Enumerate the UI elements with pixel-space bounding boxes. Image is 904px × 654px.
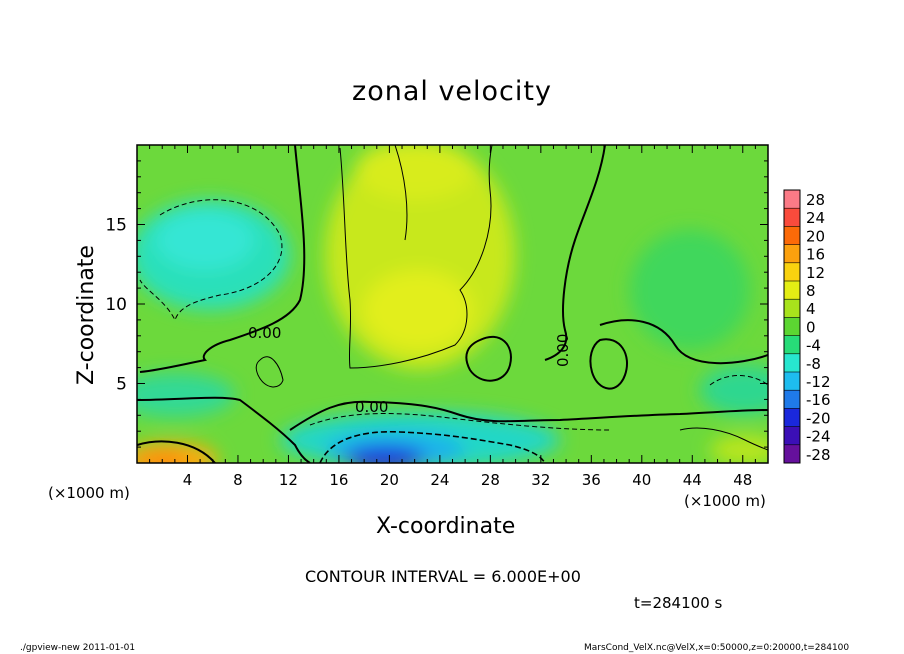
colorbar-label: -20 (806, 409, 831, 427)
x-axis-label: X-coordinate (376, 514, 516, 539)
colorbar-label: 12 (806, 264, 825, 282)
contour-interval-label: CONTOUR INTERVAL = 6.000E+00 (305, 567, 581, 586)
field-bottom-negative-core (345, 446, 425, 463)
x-tick-label: 44 (683, 471, 702, 489)
colorbar-swatch (784, 335, 800, 354)
colorbar-swatch (784, 281, 800, 300)
contour-zero-loop-28 (465, 335, 512, 382)
x-tick-label: 16 (329, 471, 348, 489)
colorbar-swatch (784, 353, 800, 372)
colorbar-swatch (784, 190, 800, 209)
colorbar-label: 24 (806, 209, 825, 227)
field-central-positive-core (363, 270, 473, 350)
field-right-upper-negative (630, 230, 750, 350)
x-tick-label: 24 (430, 471, 449, 489)
colorbar-frame (783, 189, 801, 464)
contour-positive-center-inner (394, 145, 408, 241)
x-tick-label: 28 (481, 471, 500, 489)
colorbar-swatch (784, 262, 800, 281)
contour-positive-center (339, 145, 493, 369)
contour-zero-loop-36 (589, 338, 628, 390)
colorbar-label: -12 (806, 373, 831, 391)
contour-label-1: 0.00 (248, 324, 281, 342)
contour-lines (137, 145, 768, 463)
x-tick-label: 8 (233, 471, 243, 489)
colorbar-swatch (784, 408, 800, 427)
contour-label-3: 0.00 (554, 334, 572, 367)
colorbar-label: -4 (806, 337, 821, 355)
contour-zero-left (139, 145, 306, 373)
time-label: t=284100 s (634, 594, 723, 612)
y-axis-label: Z-coordinate (74, 245, 99, 385)
x-tick-label: 40 (632, 471, 651, 489)
colorbar-swatch (784, 390, 800, 409)
y-tick-label: 5 (116, 375, 127, 395)
y-axis: 5 10 15 (105, 160, 768, 448)
colorbar-label: -28 (806, 446, 831, 464)
colorbar-label: 20 (806, 227, 825, 245)
x-tick-label: 32 (531, 471, 550, 489)
field-right-mid-negative (700, 365, 768, 415)
colorbar-label: 0 (806, 318, 816, 336)
x-tick-label: 20 (380, 471, 399, 489)
footer-right: MarsCond_VelX.nc@VelX,x=0:50000,z=0:2000… (584, 643, 850, 653)
contour-dashed-right-lower (709, 375, 768, 386)
chart-title: zonal velocity (352, 76, 552, 107)
colorbar-swatch (784, 444, 800, 463)
field-upper-negative-core (155, 210, 255, 270)
colorbar-label: 4 (806, 300, 816, 318)
footer-left: ./gpview-new 2011-01-01 (20, 643, 136, 653)
colorbar-label: -16 (806, 391, 831, 409)
contour-dashed-bottom (319, 430, 546, 463)
contour-labels: 0.00 0.00 0.00 (248, 324, 572, 416)
colorbar-swatch (784, 208, 800, 227)
contour-zero-mid-lower (137, 396, 311, 463)
contour-positive-bottom-left (137, 440, 216, 463)
contour-zero-lower-band (289, 400, 768, 431)
colorbar-swatch (784, 244, 800, 263)
colorbar-swatch (784, 372, 800, 391)
colorbar-swatch (784, 317, 800, 336)
contour-thin-lower-right (679, 427, 768, 451)
x-tick-label: 36 (582, 471, 601, 489)
colorbar-label: 28 (806, 191, 825, 209)
contour-zero-right (544, 145, 606, 361)
x-unit-label-left: (×1000 m) (48, 484, 130, 502)
x-axis: 4 8 12 16 20 24 28 32 36 40 44 48 (149, 145, 756, 489)
contour-dashed-lower-band (309, 413, 611, 431)
contour-label-2: 0.00 (355, 398, 388, 416)
contour-zero-right-loop (599, 319, 768, 365)
colorbar-swatch (784, 299, 800, 318)
colorbar-label: -8 (806, 355, 821, 373)
x-tick-label: 12 (279, 471, 298, 489)
contour-thin-left-loop (255, 356, 284, 388)
field-left-negative-band (137, 373, 235, 417)
field-right-bottom-positive (710, 435, 768, 463)
contour-dashed-upper-left (139, 199, 283, 322)
field-upper-top-yellow (355, 145, 475, 200)
colorbar-label: 16 (806, 246, 825, 264)
heatmap-field (137, 145, 768, 463)
x-unit-label-right: (×1000 m) (684, 492, 766, 510)
colorbar-label: -24 (806, 428, 831, 446)
y-tick-label: 10 (105, 295, 127, 315)
colorbar-label: 8 (806, 282, 816, 300)
x-tick-label: 4 (183, 471, 193, 489)
x-tick-label: 48 (733, 471, 752, 489)
y-tick-label: 15 (105, 216, 127, 236)
colorbar-swatch (784, 226, 800, 245)
colorbar-swatch (784, 426, 800, 445)
